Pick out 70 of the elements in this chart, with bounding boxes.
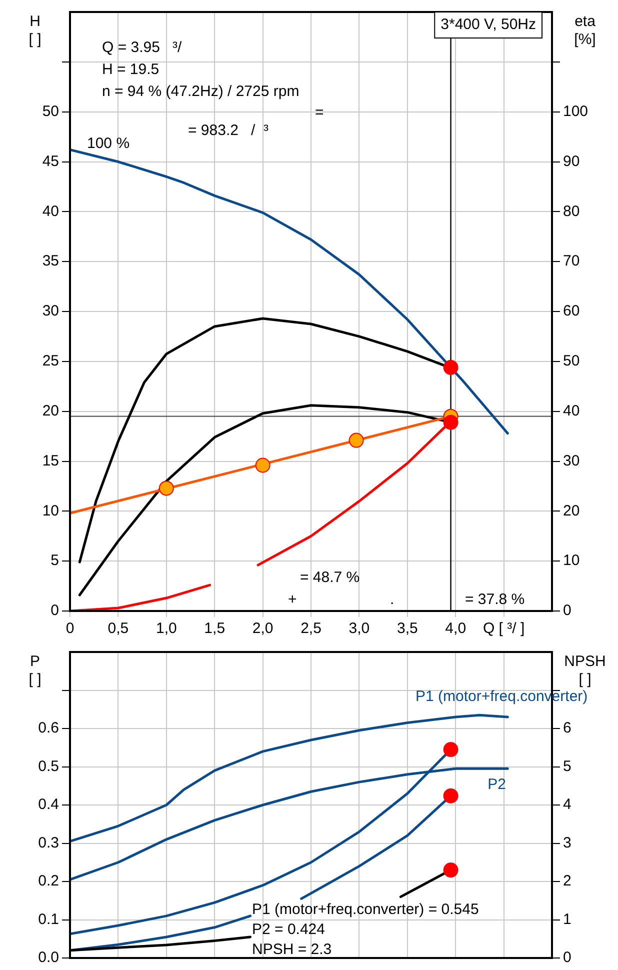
point [158, 480, 174, 496]
point [348, 432, 364, 448]
x-tick-label: 4,0 [445, 620, 466, 638]
y-tick-label: 30 [42, 302, 59, 320]
annotation: = 37.8 % [465, 591, 525, 608]
x-axis-title: Q [ ³/ ] [482, 620, 525, 638]
y2-tick-label: 60 [563, 302, 580, 320]
annotation: H = 19.5 [102, 61, 160, 78]
annotation: P1 (motor+freq.converter) = 0.545 [252, 901, 479, 918]
y-tick-label: 50 [42, 102, 59, 120]
y2-tick-label: 30 [563, 452, 580, 470]
point [443, 414, 458, 430]
y2-axis-title: eta [%] [574, 13, 596, 48]
y2-tick-label: 4 [563, 796, 572, 814]
y2-tick-label: 20 [563, 502, 580, 520]
y-axis-title: H [ ] [28, 13, 42, 48]
point [443, 360, 458, 375]
annotation: . [390, 591, 394, 608]
y2-tick-label: 10 [563, 552, 580, 570]
y2-tick-label: 1 [563, 910, 572, 928]
y2-tick-label: 0 [563, 602, 572, 620]
y-tick-label: 0.1 [38, 910, 59, 928]
annotation: = [315, 104, 324, 122]
y2-tick-label: 40 [563, 402, 580, 420]
y-tick-label: 10 [42, 502, 59, 520]
y-tick-label: 25 [42, 352, 59, 370]
y-tick-label: 15 [42, 452, 59, 470]
y2-tick-label: 3 [563, 834, 572, 852]
y-tick-label: 0 [50, 602, 59, 620]
y2-tick-label: 70 [563, 252, 580, 270]
y-tick-label: 0.4 [38, 796, 59, 814]
x-tick-label: 2,5 [300, 620, 322, 638]
x-tick-label: 1,5 [204, 620, 226, 638]
x-tick-label: 2,0 [252, 620, 274, 638]
annotation: = 48.7 % [300, 569, 360, 586]
y-tick-label: 45 [42, 152, 59, 170]
x-tick-label: 3,5 [396, 620, 418, 638]
annotation: Q = 3.95 ³/ [102, 39, 182, 56]
y2-tick-label: 2 [563, 872, 572, 890]
annotation: NPSH = 2.3 [252, 941, 332, 958]
annotation: = 983.2 / ³ [188, 122, 268, 140]
chart-title: 3*400 V, 50Hz [440, 16, 536, 34]
y2-tick-label: 90 [563, 152, 580, 170]
x-tick-label: 3,0 [348, 620, 370, 638]
y2-tick-label: 0 [563, 949, 572, 966]
y2-tick-label: 5 [563, 758, 572, 775]
y2-tick-label: 80 [563, 202, 580, 220]
y2-tick-label: 100 [563, 102, 588, 120]
y-tick-label: 0.6 [38, 720, 59, 737]
x-tick-label: 0 [66, 620, 74, 638]
y-axis-title: P [ ] [28, 653, 42, 688]
x-tick-label: 0,5 [108, 620, 129, 638]
y2-axis-title: NPSH [ ] [564, 653, 606, 688]
annotation: 100 % [87, 135, 130, 152]
series-label: P2 [488, 776, 506, 793]
y-tick-label: 35 [42, 252, 59, 270]
y-tick-label: 5 [50, 552, 59, 570]
y-tick-label: 20 [42, 402, 59, 420]
y2-tick-label: 50 [563, 352, 580, 370]
y-tick-label: 0.5 [38, 758, 59, 775]
point [255, 458, 270, 473]
y2-tick-label: 6 [563, 720, 572, 737]
y-tick-label: 0.3 [38, 834, 59, 852]
y-tick-label: 40 [42, 202, 59, 220]
x-tick-label: 1,0 [156, 620, 177, 638]
y-tick-label: 0.0 [38, 949, 59, 966]
annotation: n = 94 % (47.2Hz) / 2725 rpm [102, 83, 300, 100]
y-tick-label: 0.2 [38, 872, 59, 890]
annotation: + [288, 591, 297, 608]
annotation: P2 = 0.424 [252, 921, 325, 938]
